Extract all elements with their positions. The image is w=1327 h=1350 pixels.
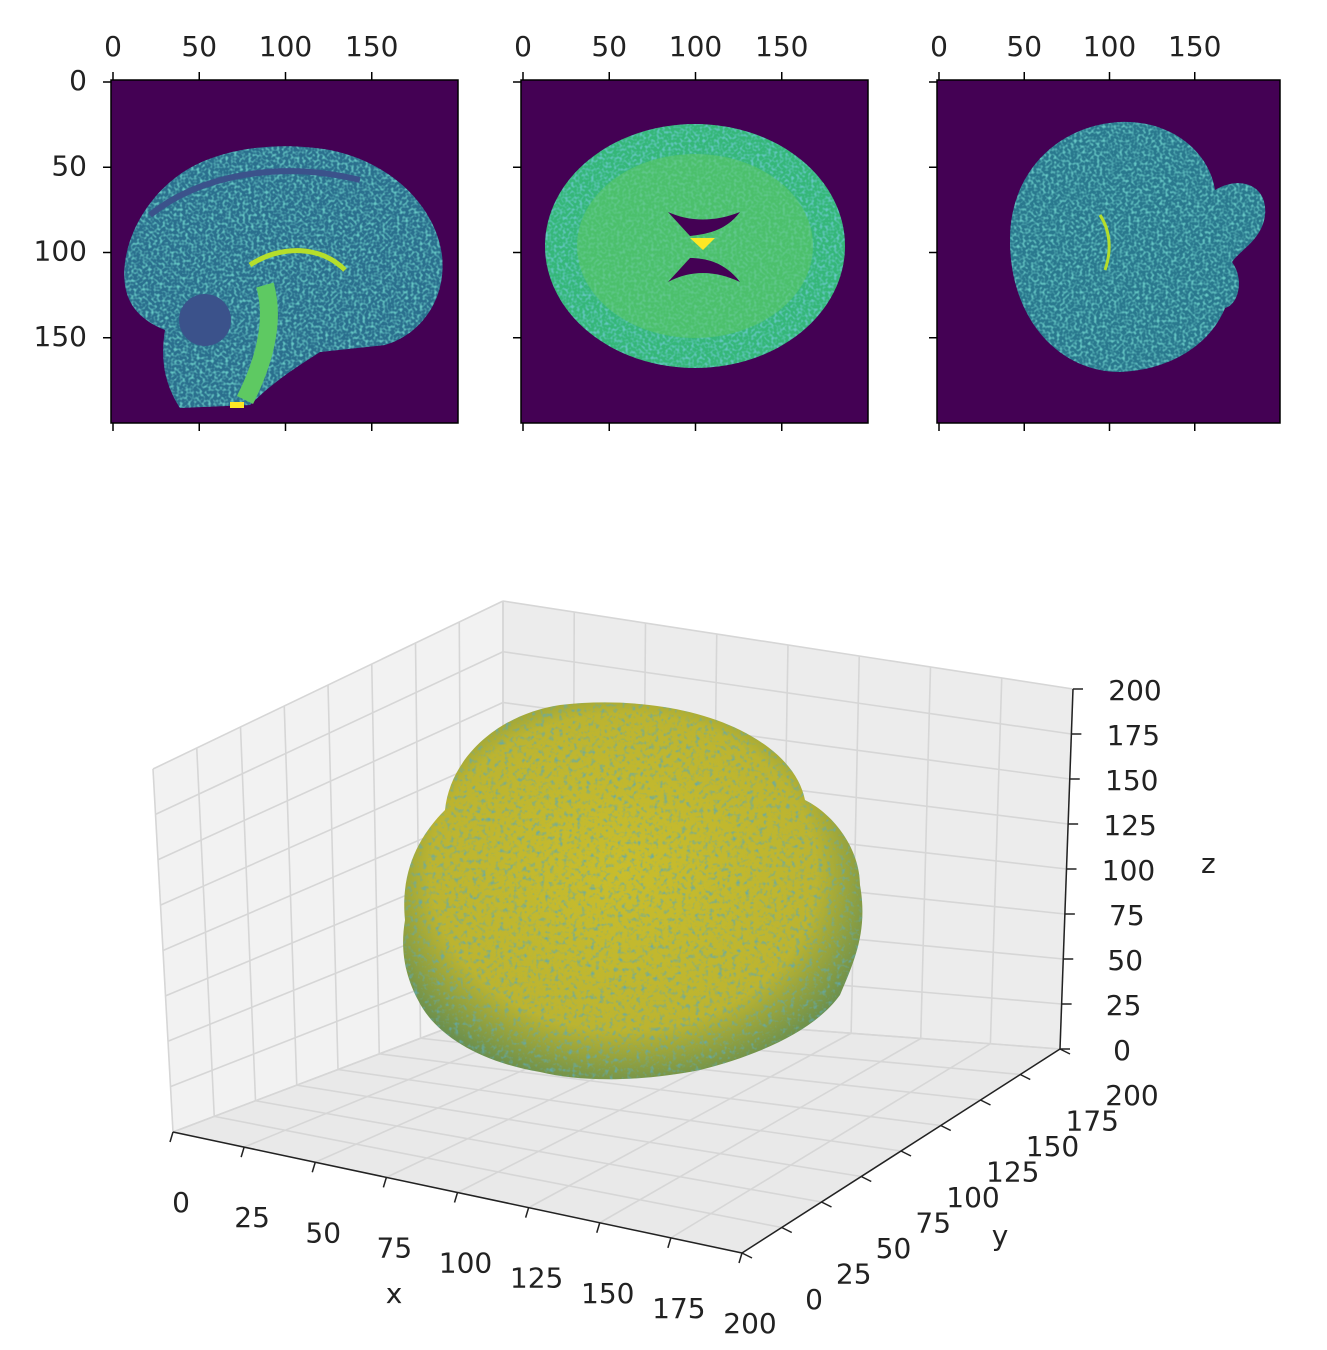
- grid-line: [160, 752, 504, 906]
- x-tick-label: 50: [181, 30, 217, 63]
- x-tick-label: 150: [345, 30, 398, 63]
- z-axis-label: z: [1201, 847, 1216, 880]
- grid-line: [327, 684, 339, 1070]
- x-tick-label: 100: [1083, 30, 1136, 63]
- z-tick-label: 125: [1103, 809, 1156, 842]
- axial-slice-panel-2: [937, 80, 1280, 423]
- grid-line: [919, 666, 932, 1039]
- x-tick-label: 25: [234, 1201, 270, 1234]
- grid-line: [370, 663, 381, 1054]
- panel-frame: [520, 79, 869, 424]
- x-tick-label: 50: [1006, 30, 1042, 63]
- y-tick: [940, 1124, 952, 1132]
- axial-brain-image-lower: [1010, 121, 1266, 372]
- z-tick-label: 75: [1109, 899, 1145, 932]
- y-tick-label: 175: [1066, 1105, 1119, 1138]
- axial-brain-image: [545, 124, 845, 368]
- grid-line: [157, 701, 504, 861]
- y-tick: [980, 1099, 991, 1106]
- x-tick-label: 150: [581, 1277, 634, 1310]
- z-tick-label: 50: [1107, 944, 1143, 977]
- x-tick: [382, 1177, 388, 1188]
- x-tick: [453, 1192, 459, 1203]
- x-axis-label: x: [386, 1277, 403, 1310]
- y-tick-label: 150: [1026, 1130, 1079, 1163]
- panel-frame: [110, 79, 459, 424]
- y-tick-label: 50: [876, 1232, 912, 1265]
- y-tick-label: 100: [946, 1181, 999, 1214]
- x-tick: [169, 1131, 174, 1143]
- grid-line: [599, 1037, 922, 1224]
- y-tick-label: 125: [986, 1156, 1039, 1189]
- x-tick: [524, 1207, 530, 1218]
- grid-line: [850, 655, 861, 1034]
- 3d-axis-ticks: 0 25 50 75 100 125 150 175 200025507510012515017…: [169, 674, 1162, 1340]
- panel-axes: 0 50 100 150 0 50 100 150 0 50 100 150 0 50 100 150: [34, 30, 1281, 431]
- y-tick: [781, 1226, 793, 1234]
- grid-line: [528, 1032, 852, 1209]
- x-tick: [311, 1162, 316, 1173]
- grid-line: [155, 651, 504, 816]
- y-tick-label: 100: [34, 235, 87, 268]
- floor-pane: [173, 1007, 1060, 1253]
- grid-line: [502, 600, 1074, 690]
- 3d-scatter-plot: 0 25 50 75 100 125 150 175 200025507510012515017…: [152, 600, 1216, 1340]
- panel-2-axes: 0 50 100 150: [513, 30, 869, 431]
- y-tick: [821, 1201, 832, 1208]
- z-tick-label: 0: [1113, 1034, 1131, 1067]
- x-tick-label: 75: [377, 1231, 413, 1264]
- grid-line: [989, 677, 1003, 1044]
- x-tick: [596, 1222, 601, 1233]
- x-tick-label: 100: [669, 30, 722, 63]
- x-tick-label: 0: [104, 30, 122, 63]
- panel-3-axes: 0 50 100 150: [929, 30, 1281, 431]
- z-tick-label: 25: [1106, 989, 1142, 1022]
- x-tick: [240, 1146, 245, 1158]
- x-tick-label: 150: [1168, 30, 1221, 63]
- x-tick: [667, 1237, 672, 1249]
- z-tick-label: 175: [1107, 719, 1160, 752]
- y-tick-label: 0: [805, 1283, 823, 1316]
- x-tick-label: 0: [930, 30, 948, 63]
- x-tick-label: 150: [755, 30, 808, 63]
- z-tick-label: 100: [1102, 854, 1155, 887]
- x-tick-label: 50: [591, 30, 627, 63]
- y-axis-label: y: [992, 1219, 1009, 1252]
- brain-volume: [403, 702, 863, 1080]
- x-tick-label: 125: [510, 1262, 563, 1295]
- y-tick: [900, 1150, 912, 1157]
- x-tick-label: 100: [439, 1247, 492, 1280]
- x-tick-label: 100: [259, 30, 312, 63]
- y-tick-label: 200: [1105, 1079, 1158, 1112]
- x-tick-label: 50: [305, 1216, 341, 1249]
- sagittal-slice-panel: [111, 80, 458, 423]
- y-tick: [1059, 1048, 1071, 1055]
- x-tick: [738, 1252, 743, 1264]
- y-tick-label: 75: [915, 1207, 951, 1240]
- grid-line: [670, 1043, 991, 1239]
- y-tick: [741, 1252, 753, 1259]
- x-tick-label: 200: [723, 1307, 776, 1340]
- panel-1-axes: 0 50 100 150 0 50 100 150: [34, 30, 459, 431]
- y-tick-label: 150: [34, 320, 87, 353]
- grid-line: [502, 650, 1072, 735]
- sagittal-brain-image: [124, 146, 443, 409]
- z-tick-label: 150: [1105, 764, 1158, 797]
- axial-slice-panel-1: [521, 80, 868, 423]
- grid-line: [152, 600, 504, 770]
- grid-line: [337, 1068, 902, 1152]
- panel-frame: [936, 79, 1281, 424]
- y-tick-label: 25: [836, 1258, 872, 1291]
- x-tick-label: 0: [514, 30, 532, 63]
- y-tick: [1019, 1073, 1031, 1081]
- y-tick-label: 50: [51, 149, 87, 182]
- x-tick-label: 175: [652, 1292, 705, 1325]
- y-tick: [860, 1175, 872, 1183]
- y-tick-label: 0: [69, 64, 87, 97]
- z-tick-label: 200: [1108, 674, 1161, 707]
- x-tick-label: 0: [172, 1186, 190, 1219]
- grid-line: [379, 1053, 941, 1127]
